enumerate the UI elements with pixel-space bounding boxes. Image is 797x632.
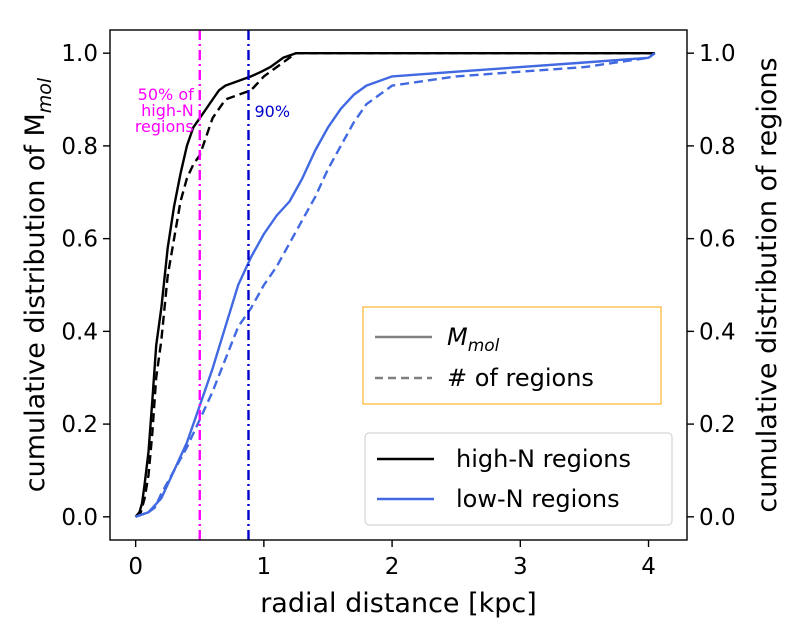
y-tick-label-right: 0.0 xyxy=(699,505,736,531)
y-tick-label-left: 1.0 xyxy=(61,41,98,67)
legend-label-mmol-text: M xyxy=(447,323,468,351)
vline-label-50pct-line-2: regions xyxy=(135,117,194,136)
legend-line-style-box xyxy=(362,306,662,405)
x-axis-label: radial distance [kpc] xyxy=(260,588,537,619)
series-low-n-m-mol-line xyxy=(135,52,656,518)
legend-label-number-of-regions: # of regions xyxy=(447,364,594,392)
series-layer xyxy=(134,52,656,518)
y-axis-label-left-subscript: mol xyxy=(34,77,56,113)
legend-groups-box xyxy=(364,432,673,526)
y-tick-label-left: 0.6 xyxy=(61,227,98,253)
x-tick-label: 3 xyxy=(513,554,528,580)
legend-label-mmol-subscript: mol xyxy=(468,336,500,356)
tick-layer: 0 1 2 3 4 0.0 0.0 0.2 0.2 0.4 0.4 0.6 0.6 0.8 0.8 1.0 1.… xyxy=(61,41,735,580)
x-tick-label: 4 xyxy=(641,554,656,580)
y-tick-label-right: 0.6 xyxy=(699,227,736,253)
y-tick-label-right: 1.0 xyxy=(699,41,736,67)
y-axis-label-left: cumulative distribution of Mmol xyxy=(20,77,56,492)
y-tick-label-left: 0.0 xyxy=(61,505,98,531)
legend-label-low-n: low-N regions xyxy=(456,485,620,513)
series-low-n-of-regions-line xyxy=(135,52,656,518)
y-axis-label-right: cumulative distribution of regions xyxy=(752,57,783,512)
vline-label-90pct-line-0: 90% xyxy=(254,102,290,121)
legend-label-high-n: high-N regions xyxy=(456,445,631,473)
y-tick-label-right: 0.8 xyxy=(699,134,736,160)
vline-label-50pct-line-1: high-N xyxy=(141,101,194,120)
axes-frame xyxy=(109,29,688,541)
x-tick-label: 2 xyxy=(385,554,400,580)
legend-groups: high-N regions low-N regions xyxy=(364,432,673,526)
legend-label-mmol: Mmol xyxy=(447,323,500,356)
y-tick-label-left: 0.2 xyxy=(61,412,98,438)
y-tick-label-left: 0.8 xyxy=(61,134,98,160)
legend-line-style: Mmol # of regions xyxy=(362,306,662,405)
y-axis-label-left-text: cumulative distribution of M xyxy=(20,113,51,492)
series-high-n-of-regions-line xyxy=(134,52,655,518)
y-tick-label-right: 0.4 xyxy=(699,319,736,345)
x-tick-label: 0 xyxy=(128,554,143,580)
vline-label-50pct-line-0: 50% of xyxy=(138,85,194,104)
y-tick-label-right: 0.2 xyxy=(699,412,736,438)
y-tick-label-left: 0.4 xyxy=(61,319,98,345)
x-tick-label: 1 xyxy=(257,554,272,580)
series-high-n-m-mol-line xyxy=(134,52,655,518)
